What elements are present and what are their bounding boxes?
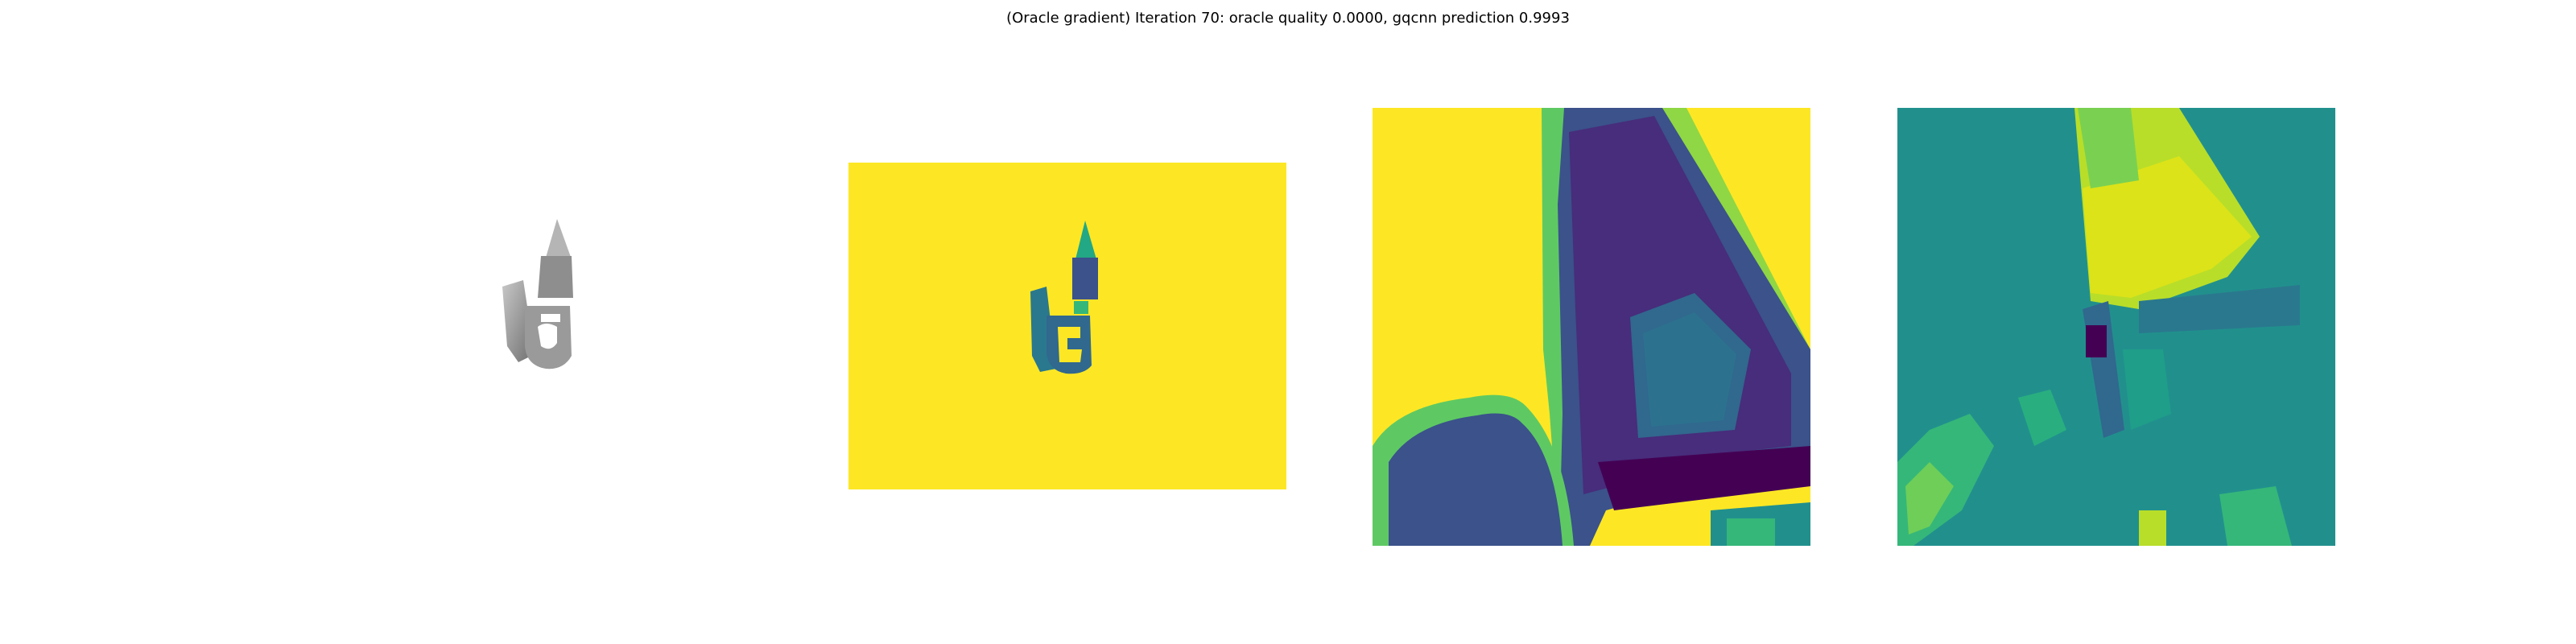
render-tip	[546, 219, 572, 259]
depth-upper-body	[1072, 258, 1098, 299]
depth-hole	[1058, 327, 1082, 362]
object-render-panel	[451, 185, 612, 394]
render-slot	[541, 314, 560, 322]
render-upper-body	[538, 256, 573, 298]
grad-bottom-right-green	[2219, 486, 2292, 546]
grad-lower-green-2	[1905, 462, 1954, 535]
grad-yellow-core	[2083, 156, 2252, 298]
depth-accent	[1074, 301, 1088, 314]
crop-bottom-yellow	[1646, 523, 1711, 546]
grad-mid-green	[2018, 390, 2066, 446]
crop-teal-inner	[1643, 312, 1736, 427]
crop-lower-left-blob	[1389, 413, 1563, 546]
render-hole	[538, 324, 557, 349]
grad-bottom-yellow	[2139, 510, 2166, 546]
grad-center-green	[2123, 349, 2171, 430]
object-render-image	[502, 219, 573, 369]
crop-bottom-green	[1727, 518, 1775, 546]
depth-image-panel	[848, 163, 1286, 489]
figure-title: (Oracle gradient) Iteration 70: oracle q…	[1006, 10, 1570, 27]
gradient-map-panel	[1897, 108, 2335, 546]
depth-crop-panel	[1373, 108, 1810, 546]
grad-blue-band	[2139, 285, 2300, 333]
depth-loop	[1046, 316, 1092, 374]
gradient-map-heatmap	[1897, 108, 2335, 546]
crop-dark-band	[1598, 446, 1810, 510]
grad-top-green	[2078, 108, 2139, 188]
depth-crop-heatmap	[1373, 108, 1810, 546]
grad-darkest-spot	[2086, 325, 2107, 357]
depth-image-heatmap	[848, 163, 1286, 489]
depth-tip	[1075, 221, 1096, 259]
